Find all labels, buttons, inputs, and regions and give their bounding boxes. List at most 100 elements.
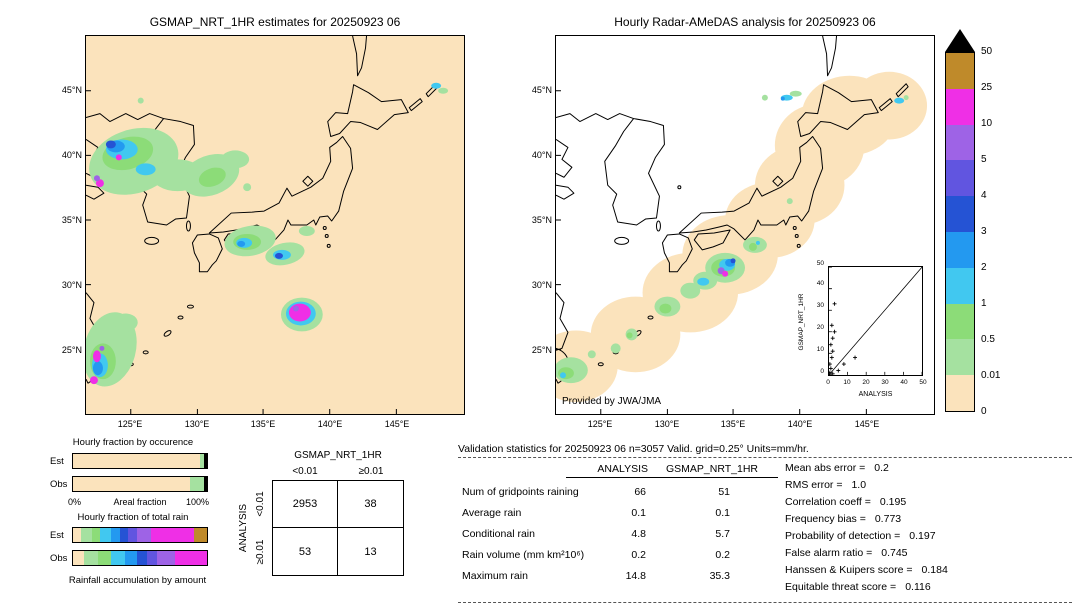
colorbar-label: 3 <box>981 226 987 237</box>
metric-label: Probability of detection = <box>785 530 901 542</box>
stats-col-header-analysis: ANALYSIS <box>597 463 648 475</box>
occurrence-x-axis-label: Areal fraction <box>113 497 167 507</box>
stats-row-analysis-value: 0.1 <box>631 507 646 519</box>
lat-tick-label: 25°N <box>531 345 552 355</box>
inset-scatter-plot-area <box>827 266 923 376</box>
metric-value: 0.197 <box>909 530 936 542</box>
lon-tick-label: 130°E <box>654 419 680 429</box>
radar-rain-field <box>554 90 909 384</box>
colorbar-overflow-triangle <box>945 29 975 52</box>
colorbar-segments <box>945 52 975 412</box>
bar-segment-3-4 <box>119 528 128 542</box>
bar-segment-4-5 <box>146 551 158 565</box>
colorbar-label: 10 <box>981 118 993 129</box>
lat-tick-label: 40°N <box>61 150 82 160</box>
bar-segment-0.5-1 <box>91 528 100 542</box>
colorbar-segment <box>946 160 974 197</box>
bar-segment-5-10 <box>137 528 151 542</box>
credit-text: Provided by JWA/JMA <box>562 396 662 407</box>
bar-row-label-est: Est <box>50 456 64 467</box>
scatter-point <box>841 362 846 367</box>
lon-tick-label: 135°E <box>720 419 746 429</box>
bar-segment-0.01-0.5 <box>189 477 204 491</box>
metric-value: 0.2 <box>874 462 889 474</box>
metric-label: Equitable threat score = <box>785 581 897 593</box>
bar-segment-3-4 <box>137 551 147 565</box>
colorbar-label: 1 <box>981 298 987 309</box>
gsmap-map <box>83 35 465 415</box>
bar-segment-0.01-0.5 <box>199 454 204 468</box>
lon-tick-label: 145°E <box>854 419 880 429</box>
bar-segment-0.01-0.5 <box>83 551 99 565</box>
occurrence-bar-est <box>72 453 208 469</box>
bar-segment-0 <box>73 477 190 491</box>
stats-row-gsmap-value: 0.1 <box>715 507 730 519</box>
contingency-table: 2953 38 53 13 <box>272 480 404 576</box>
bar-segment-0 <box>73 551 84 565</box>
metric-row: Frequency bias = 0.773 <box>785 513 901 525</box>
bar-segment-rest <box>203 477 207 491</box>
colorbar-segment <box>946 231 974 268</box>
scatter-point <box>830 349 835 354</box>
metric-value: 0.745 <box>881 547 908 559</box>
bar-segment-0.5-1 <box>98 551 111 565</box>
bar-segment-0.01-0.5 <box>81 528 92 542</box>
stats-row-label: Conditional rain <box>462 528 535 540</box>
lat-tick-label: 40°N <box>531 150 552 160</box>
bar-row-label-est: Est <box>50 530 64 541</box>
scatter-points <box>827 301 857 376</box>
lon-tick-label: 140°E <box>317 419 343 429</box>
inset-x-tick: 40 <box>900 379 908 386</box>
lon-tick-label: 125°E <box>587 419 613 429</box>
scatter-point <box>829 323 834 328</box>
metric-row: Equitable threat score = 0.116 <box>785 581 931 593</box>
metric-row: False alarm ratio = 0.745 <box>785 547 908 559</box>
stats-row-gsmap-value: 5.7 <box>715 528 730 540</box>
total-rain-bar-est <box>72 527 208 543</box>
bar-segment-10-25 <box>150 528 194 542</box>
metric-label: False alarm ratio = <box>785 547 873 559</box>
lon-tick-label: 125°E <box>117 419 143 429</box>
scatter-point <box>853 355 857 360</box>
lat-tick-label: 45°N <box>61 85 82 95</box>
bar-row-label-obs: Obs <box>50 553 68 564</box>
colorbar-segment <box>946 303 974 340</box>
stats-row-analysis-value: 0.2 <box>631 549 646 561</box>
metric-value: 0.195 <box>879 496 907 508</box>
contingency-col-group-label: GSMAP_NRT_1HR <box>294 450 382 461</box>
stats-row-gsmap-value: 35.3 <box>709 570 730 582</box>
contingency-cell: 2953 <box>273 481 338 528</box>
metric-row: Correlation coeff = 0.195 <box>785 496 906 508</box>
metric-value: 1.0 <box>851 479 867 491</box>
colorbar-segment <box>946 339 974 376</box>
occurrence-bar-obs <box>72 476 208 492</box>
divider-dashed-top <box>458 457 1072 458</box>
total-rain-bar-obs <box>72 550 208 566</box>
occurrence-x-max: 100% <box>186 497 210 507</box>
radar-map-title: Hourly Radar-AMeDAS analysis for 2025092… <box>614 15 876 29</box>
stats-col-header-gsmap: GSMAP_NRT_1HR <box>666 463 758 475</box>
lon-tick-label: 140°E <box>787 419 813 429</box>
metric-label: RMS error = <box>785 479 843 491</box>
colorbar-label: 0 <box>981 406 987 417</box>
inset-x-tick: 50 <box>919 379 927 386</box>
metric-value: 0.116 <box>905 581 931 593</box>
colorbar-segment <box>946 375 974 411</box>
inset-y-tick: 30 <box>816 302 824 309</box>
contingency-col-label: <0.01 <box>292 466 318 477</box>
lat-tick-label: 25°N <box>61 345 82 355</box>
lat-tick-label: 35°N <box>531 215 552 225</box>
metric-row: Hanssen & Kuipers score = 0.184 <box>785 564 948 576</box>
stats-row-gsmap-value: 0.2 <box>715 549 730 561</box>
scatter-point <box>830 336 835 341</box>
radar-map: GSMAP_NRT_1HR ANALYSIS 0 10 20 30 40 50 … <box>534 35 936 415</box>
inset-x-tick: 10 <box>843 379 851 386</box>
metric-row: Mean abs error = 0.2 <box>785 462 889 474</box>
metric-value: 0.773 <box>874 513 902 525</box>
metric-row: RMS error = 1.0 <box>785 479 866 491</box>
inset-scatter: GSMAP_NRT_1HR ANALYSIS 0 10 20 30 40 50 … <box>796 258 936 413</box>
stats-row-label: Rain volume (mm km²10⁶) <box>462 549 585 561</box>
scatter-point <box>827 370 832 375</box>
stats-row: Conditional rain 4.8 5.7 <box>462 528 782 542</box>
contingency-row-group-label: ANALYSIS <box>238 503 249 553</box>
